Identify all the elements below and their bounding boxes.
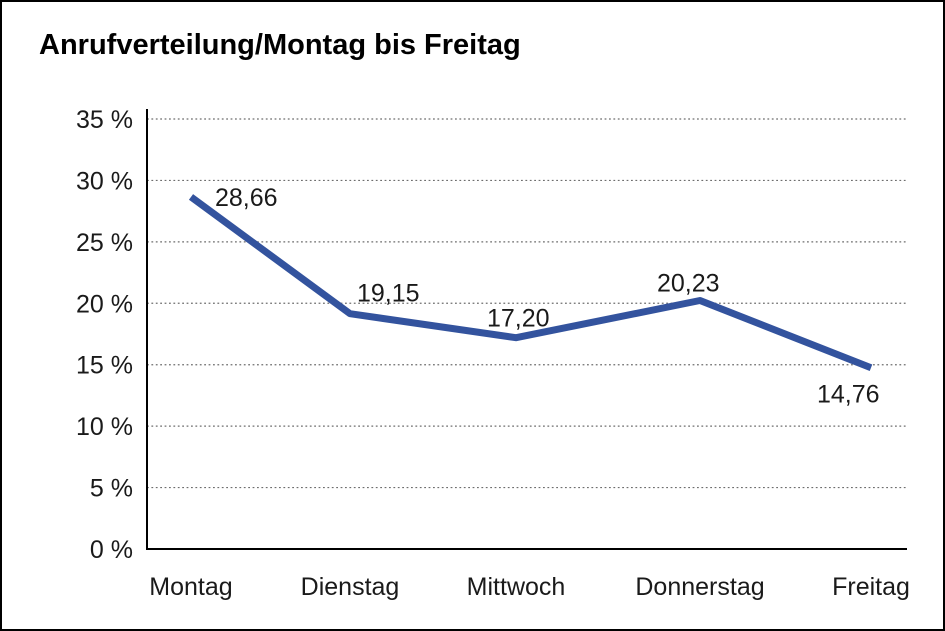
x-axis-category-label: Freitag bbox=[832, 573, 910, 601]
x-axis-category-label: Mittwoch bbox=[467, 573, 566, 601]
y-axis-tick-label: 15 % bbox=[76, 352, 133, 380]
y-axis-tick-label: 10 % bbox=[76, 413, 133, 441]
series-line bbox=[188, 194, 873, 371]
y-axis-tick-label: 35 % bbox=[76, 106, 133, 134]
data-point-label: 28,66 bbox=[215, 184, 278, 212]
y-axis-tick-label: 5 % bbox=[90, 475, 133, 503]
y-axis-tick-label: 20 % bbox=[76, 290, 133, 318]
x-axis-category-label: Montag bbox=[149, 573, 232, 601]
data-point-label: 14,76 bbox=[817, 381, 880, 409]
y-axis-tick-label: 0 % bbox=[90, 536, 133, 564]
data-point-label: 17,20 bbox=[487, 305, 550, 333]
data-point-label: 19,15 bbox=[357, 280, 420, 308]
chart-title: Anrufverteilung/Montag bis Freitag bbox=[39, 29, 521, 61]
y-axis-tick-label: 30 % bbox=[76, 167, 133, 195]
x-axis-category-label: Dienstag bbox=[301, 573, 400, 601]
x-axis-category-label: Donnerstag bbox=[635, 573, 764, 601]
y-axis-tick-label: 25 % bbox=[76, 229, 133, 257]
data-point-label: 20,23 bbox=[657, 269, 720, 297]
